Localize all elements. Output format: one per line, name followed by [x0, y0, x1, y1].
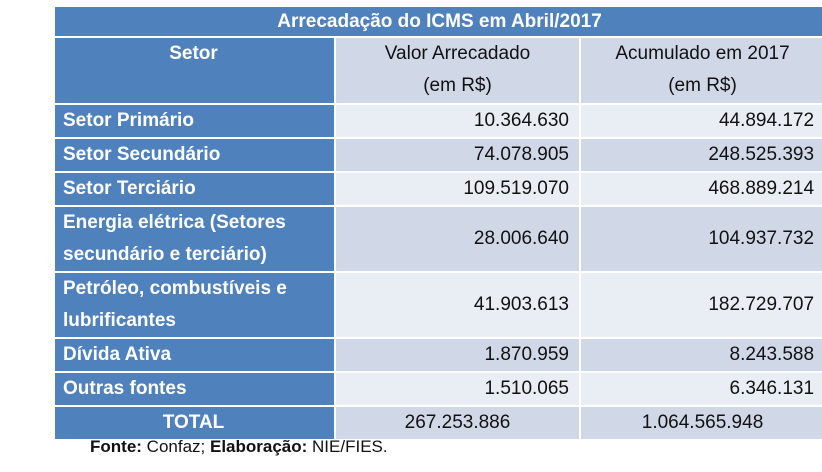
total-row: TOTAL 267.253.886 1.064.565.948 [55, 407, 822, 439]
table-row: Energia elétrica (Setores secundário e t… [55, 207, 822, 271]
row-label: Dívida Ativa [55, 339, 334, 371]
row-label: Setor Primário [55, 105, 334, 137]
row-label: Setor Terciário [55, 173, 334, 205]
table-row: Dívida Ativa 1.870.959 8.243.588 [55, 339, 822, 371]
row-acumulado: 468.889.214 [581, 173, 822, 205]
header-valor-line2: (em R$) [423, 75, 492, 96]
header-setor: Setor [55, 38, 334, 103]
row-valor: 109.519.070 [336, 173, 579, 205]
row-label: Outras fontes [55, 373, 334, 405]
total-acumulado: 1.064.565.948 [581, 407, 822, 439]
row-label: Setor Secundário [55, 139, 334, 171]
header-acumulado: Acumulado em 2017 (em R$) [581, 38, 822, 103]
table-row: Setor Primário 10.364.630 44.894.172 [55, 105, 822, 137]
table-row: Petróleo, combustíveis e lubrificantes 4… [55, 273, 822, 337]
row-acumulado: 8.243.588 [581, 339, 822, 371]
row-acumulado: 6.346.131 [581, 373, 822, 405]
header-valor: Valor Arrecadado (em R$) [336, 38, 579, 103]
header-valor-line1: Valor Arrecadado [384, 43, 531, 64]
table-row: Outras fontes 1.510.065 6.346.131 [55, 373, 822, 405]
table-row: Setor Secundário 74.078.905 248.525.393 [55, 139, 822, 171]
row-valor: 1.870.959 [336, 339, 579, 371]
elaboracao-value: NIE/FIES. [307, 437, 388, 456]
fonte-value: Confaz; [141, 437, 210, 456]
header-acum-line2: (em R$) [668, 75, 737, 96]
row-valor: 28.006.640 [336, 207, 579, 271]
header-acum-line1: Acumulado em 2017 [615, 43, 790, 64]
row-valor: 41.903.613 [336, 273, 579, 337]
icms-table: Arrecadação do ICMS em Abril/2017 Setor … [53, 5, 822, 441]
row-valor: 1.510.065 [336, 373, 579, 405]
source-note: Fonte: Confaz; Elaboração: NIE/FIES. [90, 437, 388, 457]
row-label: Energia elétrica (Setores secundário e t… [55, 207, 334, 271]
row-acumulado: 182.729.707 [581, 273, 822, 337]
row-acumulado: 44.894.172 [581, 105, 822, 137]
fonte-label: Fonte: [90, 437, 142, 456]
row-label: Petróleo, combustíveis e lubrificantes [55, 273, 334, 337]
table-row: Setor Terciário 109.519.070 468.889.214 [55, 173, 822, 205]
table-title: Arrecadação do ICMS em Abril/2017 [55, 7, 822, 36]
row-valor: 10.364.630 [336, 105, 579, 137]
total-valor: 267.253.886 [336, 407, 579, 439]
row-valor: 74.078.905 [336, 139, 579, 171]
elaboracao-label: Elaboração: [209, 437, 308, 456]
row-acumulado: 104.937.732 [581, 207, 822, 271]
row-acumulado: 248.525.393 [581, 139, 822, 171]
total-label: TOTAL [55, 407, 334, 439]
